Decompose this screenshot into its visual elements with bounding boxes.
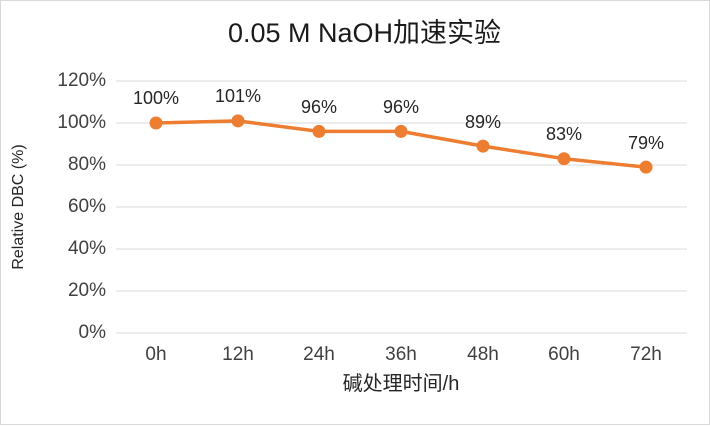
svg-text:Relative DBC (%): Relative DBC (%) (10, 144, 27, 269)
svg-text:36h: 36h (385, 344, 417, 365)
svg-text:89%: 89% (465, 112, 501, 132)
svg-text:12h: 12h (222, 344, 254, 365)
svg-text:0h: 0h (145, 344, 166, 365)
svg-text:100%: 100% (57, 112, 106, 133)
svg-text:碱处理时间/h: 碱处理时间/h (343, 372, 460, 395)
svg-text:60h: 60h (548, 344, 580, 365)
svg-text:96%: 96% (383, 97, 419, 117)
svg-text:120%: 120% (57, 70, 106, 91)
svg-text:72h: 72h (630, 344, 662, 365)
svg-text:79%: 79% (628, 133, 664, 153)
svg-text:40%: 40% (68, 238, 106, 259)
svg-text:101%: 101% (215, 86, 261, 106)
svg-text:0%: 0% (79, 322, 107, 343)
svg-text:20%: 20% (68, 280, 106, 301)
svg-text:100%: 100% (133, 88, 179, 108)
svg-text:48h: 48h (467, 344, 499, 365)
svg-text:60%: 60% (68, 196, 106, 217)
svg-text:80%: 80% (68, 154, 106, 175)
svg-text:83%: 83% (546, 124, 582, 144)
svg-text:96%: 96% (301, 97, 337, 117)
svg-text:24h: 24h (303, 344, 335, 365)
